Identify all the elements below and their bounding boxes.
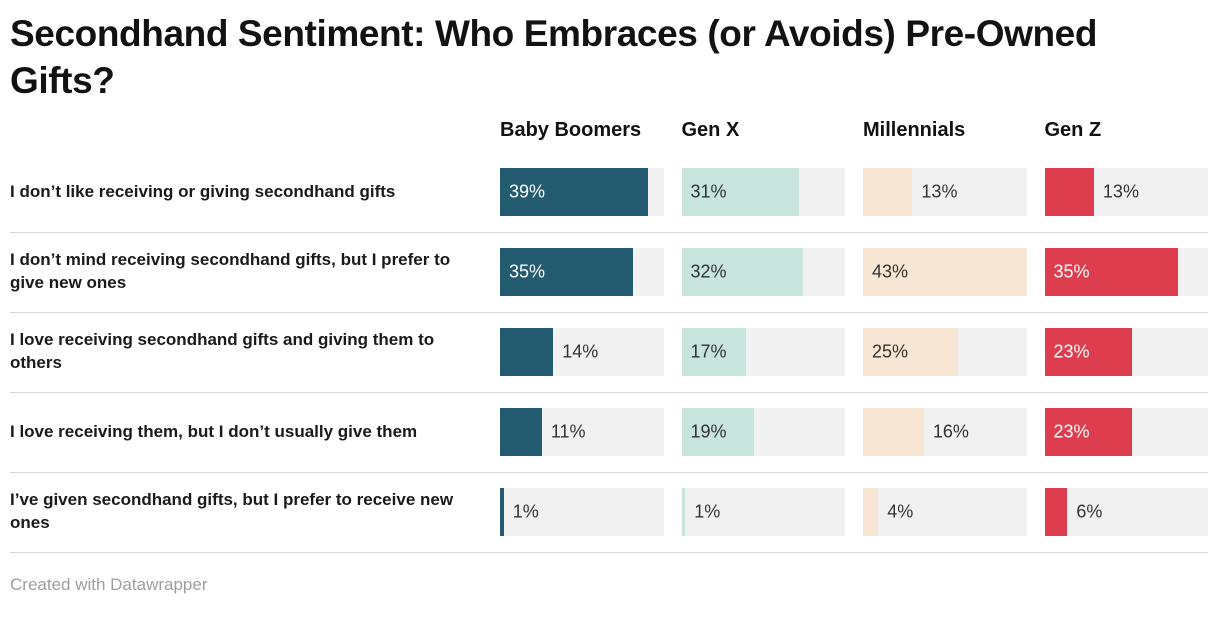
bar-value-label: 6% bbox=[1076, 501, 1103, 522]
bar-cell: 31% bbox=[681, 168, 845, 217]
bar-track: 11% bbox=[500, 408, 664, 457]
bar-cell: 16% bbox=[863, 408, 1027, 457]
bar-gen-z bbox=[1044, 488, 1068, 537]
bar-cell: 39% bbox=[500, 168, 664, 217]
bar-cell: 6% bbox=[1044, 488, 1208, 537]
bar-cell: 23% bbox=[1044, 408, 1208, 457]
bar-baby-boomers bbox=[500, 408, 542, 457]
chart-row: I love receiving them, but I don’t usual… bbox=[10, 393, 1208, 473]
column-header-millennials: Millennials bbox=[863, 118, 966, 141]
bar-value-label: 13% bbox=[1102, 181, 1139, 202]
bar-gen-x bbox=[681, 408, 754, 457]
bar-track: 17% bbox=[681, 328, 845, 377]
bar-cell: 13% bbox=[1044, 168, 1208, 217]
bar-track: 32% bbox=[681, 248, 845, 297]
column-header-gen-z: Gen Z bbox=[1044, 118, 1102, 141]
bar-value-label: 35% bbox=[509, 261, 546, 282]
bar-cell: 1% bbox=[681, 488, 845, 537]
bar-track: 23% bbox=[1044, 408, 1208, 457]
bar-gen-z bbox=[1044, 328, 1132, 377]
chart-title: Secondhand Sentiment: Who Embraces (or A… bbox=[10, 13, 1098, 102]
bar-cell: 4% bbox=[863, 488, 1027, 537]
bar-value-label: 17% bbox=[690, 341, 727, 362]
bar-value-label: 23% bbox=[1053, 421, 1090, 442]
bar-track: 35% bbox=[1044, 248, 1208, 297]
bar-track: 23% bbox=[1044, 328, 1208, 377]
bar-track: 25% bbox=[863, 328, 1027, 377]
bar-millennials bbox=[863, 168, 913, 217]
bar-millennials bbox=[863, 248, 1027, 297]
bar-value-label: 43% bbox=[872, 261, 909, 282]
chart-row: I’ve given secondhand gifts, but I prefe… bbox=[10, 473, 1208, 553]
bar-cell: 43% bbox=[863, 248, 1027, 297]
bar-track: 19% bbox=[681, 408, 845, 457]
chart-row: I don’t like receiving or giving secondh… bbox=[10, 153, 1208, 233]
bar-gen-z bbox=[1044, 408, 1132, 457]
bar-baby-boomers bbox=[500, 488, 504, 537]
row-label: I don’t like receiving or giving secondh… bbox=[10, 181, 396, 201]
bar-track: 1% bbox=[681, 488, 845, 537]
bar-baby-boomers bbox=[500, 328, 554, 377]
bar-gen-x bbox=[681, 488, 686, 537]
bar-track: 1% bbox=[500, 488, 664, 537]
bar-millennials bbox=[863, 328, 959, 377]
row-label: I’ve given secondhand gifts, but I prefe… bbox=[10, 490, 454, 533]
bar-value-label: 23% bbox=[1053, 341, 1090, 362]
bar-cell: 23% bbox=[1044, 328, 1208, 377]
bar-track: 6% bbox=[1044, 488, 1208, 537]
bar-track: 39% bbox=[500, 168, 664, 217]
bar-value-label: 35% bbox=[1053, 261, 1090, 282]
bar-cell: 1% bbox=[500, 488, 664, 537]
bar-cell: 32% bbox=[681, 248, 845, 297]
bar-track: 13% bbox=[1044, 168, 1208, 217]
bar-cell: 35% bbox=[500, 248, 664, 297]
bar-cell: 14% bbox=[500, 328, 664, 377]
bar-track: 14% bbox=[500, 328, 664, 377]
bar-track: 13% bbox=[863, 168, 1027, 217]
bar-gen-z bbox=[1044, 168, 1094, 217]
bar-value-label: 14% bbox=[562, 341, 599, 362]
bar-gen-x bbox=[681, 328, 747, 377]
bar-cell: 11% bbox=[500, 408, 664, 457]
bar-value-label: 39% bbox=[509, 181, 546, 202]
bar-gen-x bbox=[681, 248, 804, 297]
bar-baby-boomers bbox=[500, 168, 649, 217]
bar-track: 35% bbox=[500, 248, 664, 297]
column-header-baby-boomers: Baby Boomers bbox=[500, 118, 642, 141]
chart-row: I love receiving secondhand gifts and gi… bbox=[10, 313, 1208, 393]
bar-value-label: 16% bbox=[932, 421, 969, 442]
bar-value-label: 25% bbox=[872, 341, 909, 362]
bar-cell: 17% bbox=[681, 328, 845, 377]
bar-cell: 25% bbox=[863, 328, 1027, 377]
bar-gen-z bbox=[1044, 248, 1178, 297]
column-header-gen-x: Gen X bbox=[681, 118, 740, 141]
bar-value-label: 31% bbox=[690, 181, 727, 202]
bar-track: 16% bbox=[863, 408, 1027, 457]
bar-cell: 13% bbox=[863, 168, 1027, 217]
bar-track: 43% bbox=[863, 248, 1027, 297]
bar-value-label: 32% bbox=[690, 261, 727, 282]
bar-gen-x bbox=[681, 168, 800, 217]
bar-millennials bbox=[863, 408, 924, 457]
bar-value-label: 13% bbox=[921, 181, 958, 202]
chart-body: I don’t like receiving or giving secondh… bbox=[10, 153, 1208, 553]
bar-track: 4% bbox=[863, 488, 1027, 537]
bar-cell: 19% bbox=[681, 408, 845, 457]
chart-row: I don’t mind receiving secondhand gifts,… bbox=[10, 233, 1208, 313]
bar-baby-boomers bbox=[500, 248, 634, 297]
bar-value-label: 1% bbox=[512, 501, 539, 522]
bar-value-label: 11% bbox=[550, 421, 586, 442]
attribution: Created with Datawrapper bbox=[10, 574, 208, 594]
bar-value-label: 19% bbox=[690, 421, 727, 442]
bar-value-label: 1% bbox=[694, 501, 721, 522]
bar-millennials bbox=[863, 488, 879, 537]
bar-cell: 35% bbox=[1044, 248, 1208, 297]
row-label: I don’t mind receiving secondhand gifts,… bbox=[10, 250, 451, 293]
row-label: I love receiving secondhand gifts and gi… bbox=[10, 330, 435, 373]
row-label: I love receiving them, but I don’t usual… bbox=[10, 421, 418, 441]
bar-value-label: 4% bbox=[887, 501, 914, 522]
bar-track: 31% bbox=[681, 168, 845, 217]
column-headers: Baby Boomers Gen X Millennials Gen Z bbox=[10, 119, 1208, 153]
